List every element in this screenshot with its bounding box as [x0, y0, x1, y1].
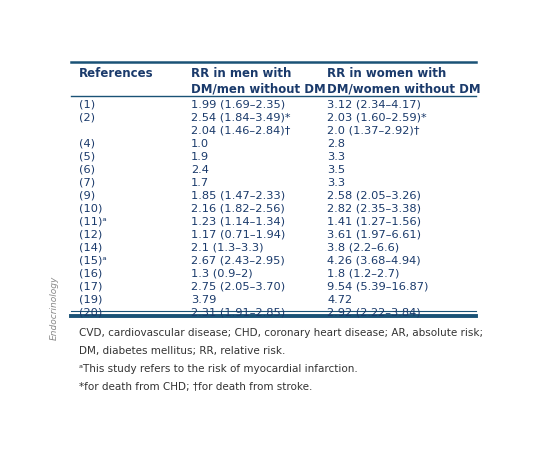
- Text: (7): (7): [79, 177, 95, 187]
- Text: 2.58 (2.05–3.26): 2.58 (2.05–3.26): [327, 190, 421, 200]
- Text: ᵃThis study refers to the risk of myocardial infarction.: ᵃThis study refers to the risk of myocar…: [79, 363, 358, 373]
- Text: (9): (9): [79, 190, 95, 200]
- Text: 4.26 (3.68–4.94): 4.26 (3.68–4.94): [327, 255, 421, 265]
- Text: (5): (5): [79, 152, 95, 161]
- Text: RR in men with
DM/men without DM: RR in men with DM/men without DM: [191, 67, 326, 95]
- Text: Endocrinology: Endocrinology: [50, 275, 59, 339]
- Text: 2.03 (1.60–2.59)*: 2.03 (1.60–2.59)*: [327, 112, 427, 122]
- Text: (14): (14): [79, 242, 103, 252]
- Text: 2.4: 2.4: [191, 164, 209, 174]
- Text: 2.16 (1.82–2.56): 2.16 (1.82–2.56): [191, 203, 285, 213]
- Text: (1): (1): [79, 100, 95, 109]
- Text: (10): (10): [79, 203, 103, 213]
- Text: (4): (4): [79, 138, 95, 148]
- Text: (6): (6): [79, 164, 95, 174]
- Text: 2.0 (1.37–2.92)†: 2.0 (1.37–2.92)†: [327, 126, 420, 135]
- Text: (12): (12): [79, 229, 103, 239]
- Text: CVD, cardiovascular disease; CHD, coronary heart disease; AR, absolute risk;: CVD, cardiovascular disease; CHD, corona…: [79, 327, 483, 337]
- Text: 9.54 (5.39–16.87): 9.54 (5.39–16.87): [327, 281, 429, 291]
- Text: (15)ᵃ: (15)ᵃ: [79, 255, 107, 265]
- Text: 1.0: 1.0: [191, 138, 209, 148]
- Text: 1.8 (1.2–2.7): 1.8 (1.2–2.7): [327, 268, 400, 278]
- Text: 3.8 (2.2–6.6): 3.8 (2.2–6.6): [327, 242, 399, 252]
- Text: 2.67 (2.43–2.95): 2.67 (2.43–2.95): [191, 255, 285, 265]
- Text: 1.3 (0.9–2): 1.3 (0.9–2): [191, 268, 253, 278]
- Text: 3.3: 3.3: [327, 177, 345, 187]
- Text: 2.31 (1.91–2.85): 2.31 (1.91–2.85): [191, 307, 285, 317]
- Text: 1.17 (0.71–1.94): 1.17 (0.71–1.94): [191, 229, 285, 239]
- Text: (11)ᵃ: (11)ᵃ: [79, 216, 107, 226]
- Text: 2.54 (1.84–3.49)*: 2.54 (1.84–3.49)*: [191, 112, 290, 122]
- Text: 3.79: 3.79: [191, 294, 216, 304]
- Text: (20): (20): [79, 307, 103, 317]
- Text: 1.99 (1.69–2.35): 1.99 (1.69–2.35): [191, 100, 285, 109]
- Text: 2.82 (2.35–3.38): 2.82 (2.35–3.38): [327, 203, 421, 213]
- Text: *for death from CHD; †for death from stroke.: *for death from CHD; †for death from str…: [79, 381, 312, 391]
- Text: 1.9: 1.9: [191, 152, 209, 161]
- Text: (19): (19): [79, 294, 103, 304]
- Text: DM, diabetes mellitus; RR, relative risk.: DM, diabetes mellitus; RR, relative risk…: [79, 345, 286, 355]
- Text: (17): (17): [79, 281, 103, 291]
- Text: 2.92 (2.22–3.84): 2.92 (2.22–3.84): [327, 307, 421, 317]
- Text: RR in women with
DM/women without DM: RR in women with DM/women without DM: [327, 67, 481, 95]
- Text: 3.3: 3.3: [327, 152, 345, 161]
- Text: 1.23 (1.14–1.34): 1.23 (1.14–1.34): [191, 216, 285, 226]
- Text: 2.04 (1.46–2.84)†: 2.04 (1.46–2.84)†: [191, 126, 290, 135]
- Text: 1.41 (1.27–1.56): 1.41 (1.27–1.56): [327, 216, 421, 226]
- Text: 4.72: 4.72: [327, 294, 352, 304]
- Text: References: References: [79, 67, 154, 80]
- Text: 2.1 (1.3–3.3): 2.1 (1.3–3.3): [191, 242, 263, 252]
- Text: (2): (2): [79, 112, 95, 122]
- Text: 1.7: 1.7: [191, 177, 209, 187]
- Text: 2.75 (2.05–3.70): 2.75 (2.05–3.70): [191, 281, 285, 291]
- Text: 3.61 (1.97–6.61): 3.61 (1.97–6.61): [327, 229, 421, 239]
- Text: 3.12 (2.34–4.17): 3.12 (2.34–4.17): [327, 100, 421, 109]
- Text: (16): (16): [79, 268, 103, 278]
- Text: 3.5: 3.5: [327, 164, 345, 174]
- Text: 1.85 (1.47–2.33): 1.85 (1.47–2.33): [191, 190, 285, 200]
- Text: 2.8: 2.8: [327, 138, 345, 148]
